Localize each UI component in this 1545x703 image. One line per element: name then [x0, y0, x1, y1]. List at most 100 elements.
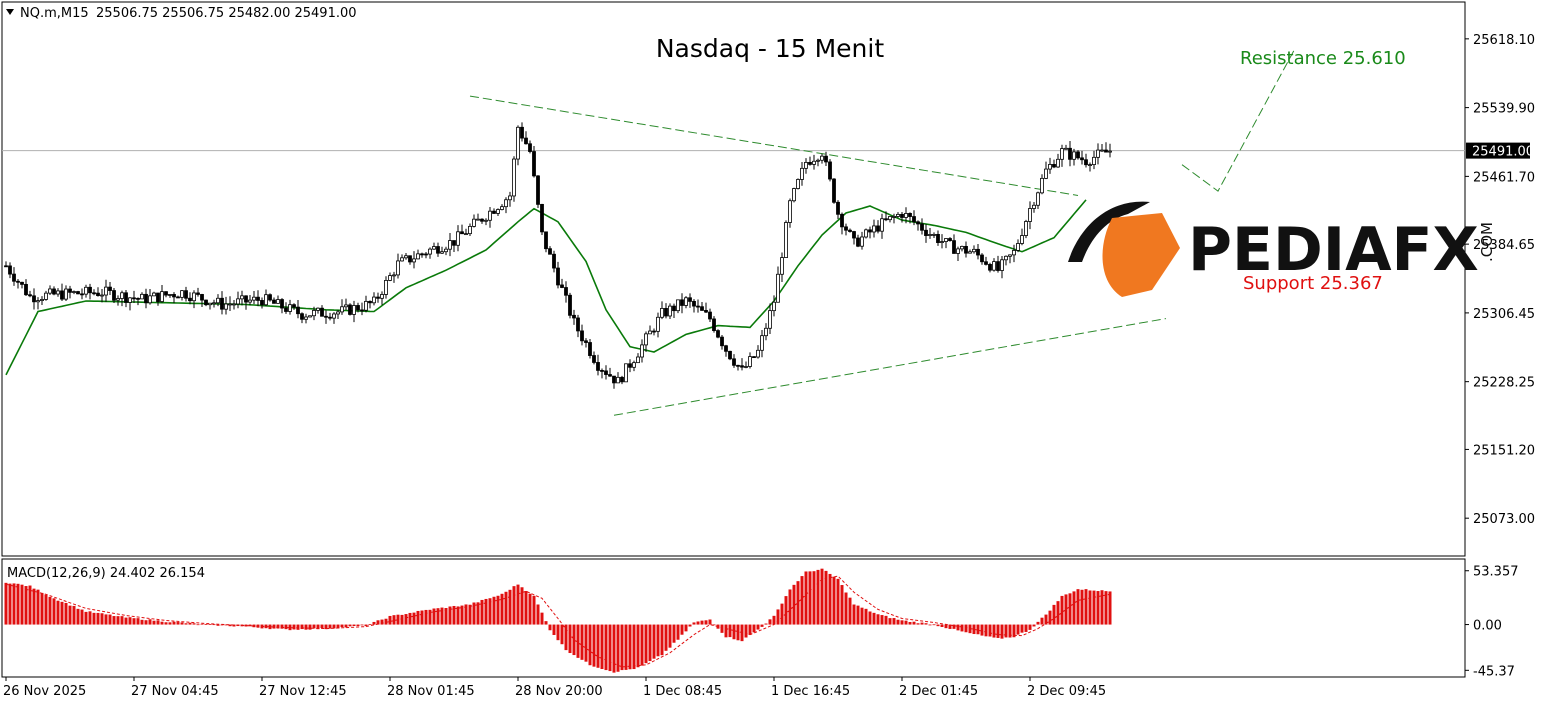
candle-body: [336, 311, 340, 315]
macd-bar: [864, 608, 868, 625]
candle-body: [1088, 164, 1092, 167]
candle-body: [924, 229, 928, 236]
macd-bar: [172, 621, 176, 625]
macd-bar: [76, 608, 80, 625]
candle-body: [212, 302, 216, 305]
macd-bar: [404, 614, 408, 625]
candle-body: [1032, 204, 1036, 209]
price-tick-label: 25306.45: [1473, 307, 1535, 322]
candle-body: [348, 304, 352, 315]
support-label: Support 25.367: [1243, 273, 1383, 294]
macd-bar: [276, 624, 280, 629]
candle-body: [1064, 147, 1068, 150]
candle-body: [796, 179, 800, 189]
candle-body: [476, 218, 480, 221]
macd-bar: [780, 603, 784, 625]
macd-histogram: [4, 568, 1112, 673]
candle-body: [1020, 235, 1024, 244]
candle-body: [1036, 192, 1040, 206]
candle-body: [156, 292, 160, 302]
candle-body: [496, 209, 500, 214]
projection-path: [1181, 50, 1295, 192]
candle-body: [880, 218, 884, 232]
macd-bar: [312, 624, 316, 629]
candle-body: [232, 303, 236, 306]
time-tick-label: 1 Dec 08:45: [643, 684, 722, 699]
macd-bar: [844, 592, 848, 625]
macd-bar: [660, 624, 664, 656]
candle-body: [960, 245, 964, 250]
candle-body: [512, 158, 516, 197]
macd-bar: [1088, 590, 1092, 625]
macd-bar: [528, 593, 532, 625]
macd-bar: [188, 622, 192, 625]
candle-body: [460, 231, 464, 235]
ohlc-label: 25506.75 25506.75 25482.00 25491.00: [96, 6, 357, 21]
macd-bar: [356, 624, 360, 627]
candle-body: [920, 223, 924, 231]
candle-body: [568, 294, 572, 316]
candle-body: [248, 299, 252, 303]
candle-body: [220, 297, 224, 310]
macd-bar: [472, 602, 476, 625]
candle-body: [1028, 208, 1032, 222]
macd-bar: [896, 619, 900, 625]
macd-bar: [860, 607, 864, 625]
price-tick-label: 25384.65: [1473, 238, 1535, 253]
macd-bar: [232, 624, 236, 627]
candle-body: [1104, 149, 1108, 153]
candle-body: [1040, 177, 1044, 194]
candle-body: [240, 295, 244, 300]
candle-body: [256, 296, 260, 301]
macd-bar: [496, 595, 500, 625]
candle-body: [712, 318, 716, 331]
macd-bar: [936, 624, 940, 627]
macd-bar: [148, 619, 152, 625]
macd-bar: [1024, 624, 1028, 632]
symbol-menu-icon[interactable]: [6, 9, 14, 15]
price-tick-label: 25073.00: [1473, 512, 1535, 527]
candle-body: [428, 248, 432, 255]
candle-body: [80, 293, 84, 296]
macd-bar: [652, 624, 656, 659]
macd-bar: [1052, 604, 1056, 625]
candle-body: [840, 213, 844, 228]
macd-bar: [744, 624, 748, 638]
macd-bar: [168, 622, 172, 625]
candle-body: [8, 265, 12, 275]
time-tick-label: 27 Nov 04:45: [131, 684, 219, 699]
signal-line: [5, 575, 1111, 668]
macd-bar: [656, 624, 660, 657]
candle-body: [1080, 157, 1084, 161]
macd-bar: [544, 621, 548, 625]
candle-body: [992, 261, 996, 271]
candle-body: [1016, 243, 1020, 251]
macd-bar: [332, 624, 336, 629]
candle-body: [632, 362, 636, 368]
candle-body: [300, 313, 304, 320]
candle-body: [344, 304, 348, 308]
candle-body: [528, 143, 532, 152]
candle-body: [84, 286, 88, 295]
macd-bar: [1108, 591, 1112, 625]
candle-body: [896, 213, 900, 217]
candle-body: [648, 330, 652, 335]
macd-bar: [72, 605, 76, 625]
macd-bar: [688, 624, 692, 627]
candle-body: [368, 300, 372, 304]
macd-bar: [880, 615, 884, 625]
macd-bar: [680, 624, 684, 635]
macd-bar: [604, 624, 608, 671]
candle-body: [432, 246, 436, 250]
macd-bar: [1016, 624, 1020, 635]
macd-bar: [432, 608, 436, 625]
candle-body: [128, 297, 132, 303]
candle-body: [132, 297, 136, 300]
macd-bar: [296, 624, 300, 630]
macd-bar: [408, 612, 412, 625]
candle-body: [516, 126, 520, 160]
macd-bar: [608, 624, 612, 672]
candle-body: [552, 253, 556, 269]
macd-bar: [952, 624, 956, 629]
macd-bar: [512, 586, 516, 625]
